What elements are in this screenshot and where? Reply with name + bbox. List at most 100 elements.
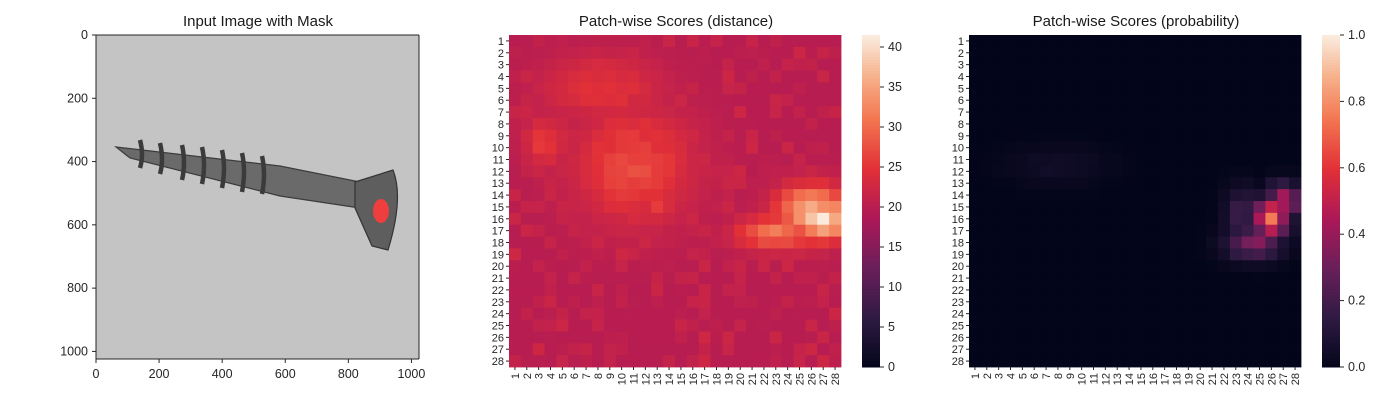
heatmap-cell bbox=[1206, 343, 1219, 356]
heatmap-cell bbox=[980, 46, 994, 60]
heatmap-cell bbox=[1218, 260, 1231, 273]
heatmap-cell bbox=[651, 153, 664, 166]
probability-colorbar: 0.00.20.40.60.81.0 bbox=[1322, 28, 1365, 374]
heatmap-cell bbox=[980, 272, 994, 285]
heatmap-cell bbox=[532, 118, 545, 131]
heatmap-cell bbox=[639, 236, 652, 249]
heatmap-cell bbox=[992, 58, 1005, 71]
heatmap-cell bbox=[1277, 295, 1290, 309]
heatmap-cell bbox=[1194, 189, 1207, 202]
heatmap-cell bbox=[829, 141, 842, 154]
heatmap-cell bbox=[1158, 189, 1171, 202]
heatmap-cell bbox=[1229, 141, 1243, 154]
heatmap-cell bbox=[1016, 307, 1029, 320]
heatmap-cell bbox=[1123, 248, 1136, 261]
heatmap-cell bbox=[592, 224, 605, 237]
heatmap-cell bbox=[1146, 46, 1160, 60]
heatmap-cell bbox=[1099, 94, 1112, 107]
heatmap-cell bbox=[1241, 94, 1254, 107]
heatmap-cell bbox=[1158, 343, 1171, 356]
heatmap-cell bbox=[520, 355, 534, 368]
colorbar-segment bbox=[862, 223, 880, 227]
heatmap-cell bbox=[675, 106, 688, 119]
heatmap-cell bbox=[1158, 70, 1171, 83]
heatmap-cell bbox=[663, 177, 676, 190]
heatmap-cell bbox=[1111, 46, 1124, 60]
heatmap-cell bbox=[1253, 70, 1266, 83]
panel1-x-tick-label: 0 bbox=[93, 367, 100, 381]
heatmap-cell bbox=[1016, 189, 1029, 202]
heatmap-cell bbox=[1182, 260, 1195, 273]
colorbar-segment bbox=[1322, 148, 1340, 152]
heatmap-cell bbox=[722, 260, 735, 273]
heatmap-cell bbox=[698, 189, 711, 202]
heatmap-cell bbox=[1075, 58, 1088, 71]
heatmap-cell bbox=[829, 94, 842, 107]
heatmap-cell bbox=[829, 295, 842, 309]
col-label: 4 bbox=[1006, 373, 1018, 379]
heatmap-cell bbox=[1229, 236, 1243, 249]
heatmap-cell bbox=[758, 58, 771, 71]
heatmap-cell bbox=[615, 177, 628, 190]
heatmap-cell bbox=[1265, 46, 1278, 60]
row-label: 7 bbox=[498, 107, 504, 119]
heatmap-cell bbox=[734, 35, 747, 48]
heatmap-cell bbox=[1004, 331, 1017, 344]
heatmap-cell bbox=[1123, 106, 1136, 119]
heatmap-cell bbox=[1123, 82, 1136, 95]
heatmap-cell bbox=[651, 35, 664, 48]
colorbar-segment bbox=[862, 239, 880, 243]
heatmap-cell bbox=[1016, 177, 1029, 190]
heatmap-cell bbox=[568, 307, 581, 320]
heatmap-cell bbox=[805, 295, 818, 309]
heatmap-cell bbox=[746, 295, 759, 309]
heatmap-cell bbox=[1111, 224, 1124, 237]
heatmap-cell bbox=[580, 189, 593, 202]
heatmap-cell bbox=[663, 153, 676, 166]
heatmap-cell bbox=[980, 284, 994, 297]
heatmap-cell bbox=[639, 82, 652, 95]
heatmap-cell bbox=[722, 355, 735, 368]
heatmap-cell bbox=[1099, 189, 1112, 202]
heatmap-cell bbox=[710, 177, 723, 190]
heatmap-cell bbox=[580, 236, 593, 249]
colorbar-segment bbox=[1322, 84, 1340, 89]
heatmap-cell bbox=[805, 141, 818, 154]
row-label: 19 bbox=[492, 249, 504, 261]
heatmap-cell bbox=[969, 284, 982, 297]
heatmap-cell bbox=[663, 307, 676, 320]
heatmap-cell bbox=[544, 248, 557, 261]
colorbar-segment bbox=[1322, 259, 1340, 263]
row-label: 9 bbox=[958, 131, 964, 143]
col-label: 19 bbox=[1183, 373, 1195, 385]
heatmap-cell bbox=[805, 212, 818, 226]
heatmap-cell bbox=[969, 58, 982, 71]
heatmap-cell bbox=[829, 189, 842, 202]
heatmap-cell bbox=[722, 201, 735, 214]
heatmap-cell bbox=[1004, 153, 1017, 166]
heatmap-cell bbox=[651, 118, 664, 131]
heatmap-cell bbox=[1040, 201, 1053, 214]
heatmap-cell bbox=[1004, 355, 1017, 368]
colorbar-segment bbox=[1322, 214, 1340, 219]
heatmap-cell bbox=[544, 307, 557, 320]
col-label: 20 bbox=[1195, 373, 1207, 385]
heatmap-cell bbox=[1123, 46, 1136, 60]
heatmap-cell bbox=[1135, 307, 1148, 320]
heatmap-cell bbox=[1087, 94, 1100, 107]
heatmap-cell bbox=[1016, 94, 1029, 107]
heatmap-cell bbox=[1194, 70, 1207, 83]
heatmap-cell bbox=[1087, 319, 1100, 332]
heatmap-cell bbox=[592, 319, 605, 332]
col-label: 27 bbox=[1278, 373, 1290, 385]
heatmap-cell bbox=[686, 106, 700, 119]
heatmap-cell bbox=[1028, 129, 1041, 143]
heatmap-cell bbox=[1289, 82, 1302, 95]
heatmap-cell bbox=[651, 272, 664, 285]
panel1-x-tick-label: 600 bbox=[275, 367, 296, 381]
heatmap-cell bbox=[1052, 319, 1065, 332]
heatmap-cell bbox=[1277, 260, 1290, 273]
heatmap-cell bbox=[544, 165, 557, 178]
heatmap-cell bbox=[722, 94, 735, 107]
heatmap-cell bbox=[1206, 46, 1219, 60]
